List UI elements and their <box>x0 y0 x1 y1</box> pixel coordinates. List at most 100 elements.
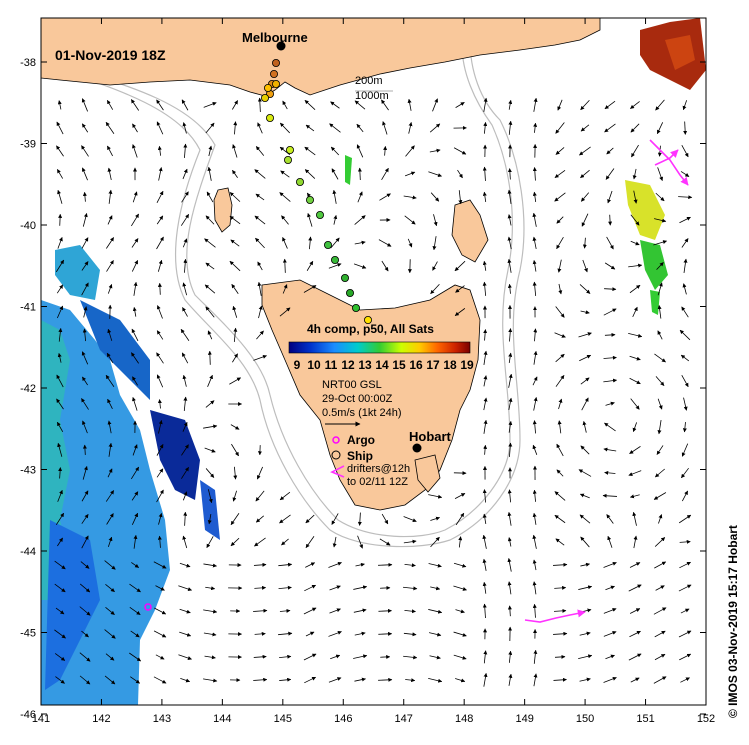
sst-scale-label: 13 <box>358 358 372 372</box>
current-vector <box>534 260 536 271</box>
current-vector <box>509 538 511 547</box>
current-vector <box>459 190 461 204</box>
current-vector <box>382 168 389 180</box>
current-vector <box>509 651 510 663</box>
current-vector <box>304 608 316 614</box>
current-vector <box>680 678 689 683</box>
ship-position-marker <box>284 156 291 163</box>
current-vector <box>579 333 592 337</box>
current-vector <box>581 311 590 313</box>
current-vector <box>658 399 662 409</box>
y-tick-label: -41 <box>20 302 36 314</box>
current-vector <box>630 378 641 384</box>
current-vector <box>355 101 365 109</box>
current-vector <box>157 375 162 387</box>
current-vector <box>534 98 536 112</box>
side-credit: © IMOS 03-Nov-2019 15:17 Hobart <box>726 525 740 718</box>
current-vector <box>58 190 62 203</box>
current-vector <box>133 192 137 203</box>
x-tick-label: 148 <box>455 713 473 725</box>
current-vector <box>305 100 315 109</box>
current-vector <box>685 422 686 432</box>
current-vector <box>509 328 510 341</box>
current-vector <box>178 655 191 659</box>
current-vector <box>229 378 240 384</box>
current-vector <box>604 632 616 637</box>
current-vector <box>553 565 567 566</box>
current-vector <box>404 541 416 543</box>
current-vector <box>656 100 665 110</box>
current-vector <box>59 101 61 110</box>
city-label-melbourne: Melbourne <box>242 30 308 45</box>
current-vector <box>159 167 162 180</box>
current-vector <box>630 609 640 614</box>
current-vector <box>379 194 390 201</box>
current-vector <box>581 446 589 454</box>
current-vector <box>509 215 511 226</box>
y-tick-label: -40 <box>20 220 36 232</box>
current-vector <box>334 190 336 204</box>
current-vector <box>181 214 188 225</box>
current-vector <box>106 238 113 249</box>
current-vector <box>358 192 362 203</box>
current-vector <box>60 214 61 225</box>
current-vector <box>679 217 690 223</box>
current-vector <box>680 542 691 543</box>
current-vector <box>306 125 314 131</box>
y-tick-label: -44 <box>20 546 36 558</box>
current-vector <box>630 495 639 497</box>
current-vector <box>581 100 590 110</box>
current-vector <box>509 490 510 503</box>
current-vector <box>206 468 214 477</box>
current-vector <box>256 331 263 339</box>
current-vector <box>580 494 589 498</box>
current-vector <box>485 329 486 340</box>
current-vector <box>582 214 588 227</box>
ship-position-marker <box>264 84 271 91</box>
current-vector <box>534 490 535 502</box>
current-vector <box>682 145 688 157</box>
current-vector <box>559 421 561 434</box>
current-vector <box>157 191 163 203</box>
current-vector <box>484 398 486 410</box>
current-vector <box>634 512 637 525</box>
current-vector <box>556 147 564 154</box>
current-vector <box>605 586 614 590</box>
current-vector <box>629 654 641 660</box>
current-vector <box>484 651 485 664</box>
current-vector <box>180 609 191 613</box>
current-vector <box>353 587 366 590</box>
current-vector <box>658 514 661 523</box>
current-vector <box>354 264 366 268</box>
current-vector <box>553 634 567 635</box>
current-vector <box>233 306 236 317</box>
current-vector <box>405 564 416 565</box>
current-vector <box>534 674 536 686</box>
current-vector <box>679 562 690 568</box>
current-vector <box>428 678 442 681</box>
current-vector <box>429 633 441 636</box>
current-vector <box>484 582 486 593</box>
current-vector <box>131 214 138 226</box>
sst-scale-label: 15 <box>392 358 406 372</box>
current-vector <box>278 633 292 634</box>
current-vector <box>253 610 267 611</box>
current-vector <box>654 562 665 568</box>
y-tick-label: -42 <box>20 383 36 395</box>
current-vector <box>405 172 415 176</box>
current-vector <box>355 633 365 635</box>
current-vector <box>605 101 615 109</box>
current-vector <box>554 611 566 612</box>
current-vector <box>428 495 442 498</box>
current-vector <box>459 537 460 548</box>
current-vector <box>484 351 486 365</box>
current-vector <box>203 564 216 566</box>
current-vector <box>556 354 565 362</box>
current-vector <box>430 587 440 589</box>
current-vector <box>509 121 511 135</box>
current-vector <box>608 536 612 547</box>
current-vector <box>584 421 587 432</box>
current-vector <box>234 122 235 135</box>
ship-position-marker <box>272 80 279 87</box>
current-vector <box>633 422 636 431</box>
